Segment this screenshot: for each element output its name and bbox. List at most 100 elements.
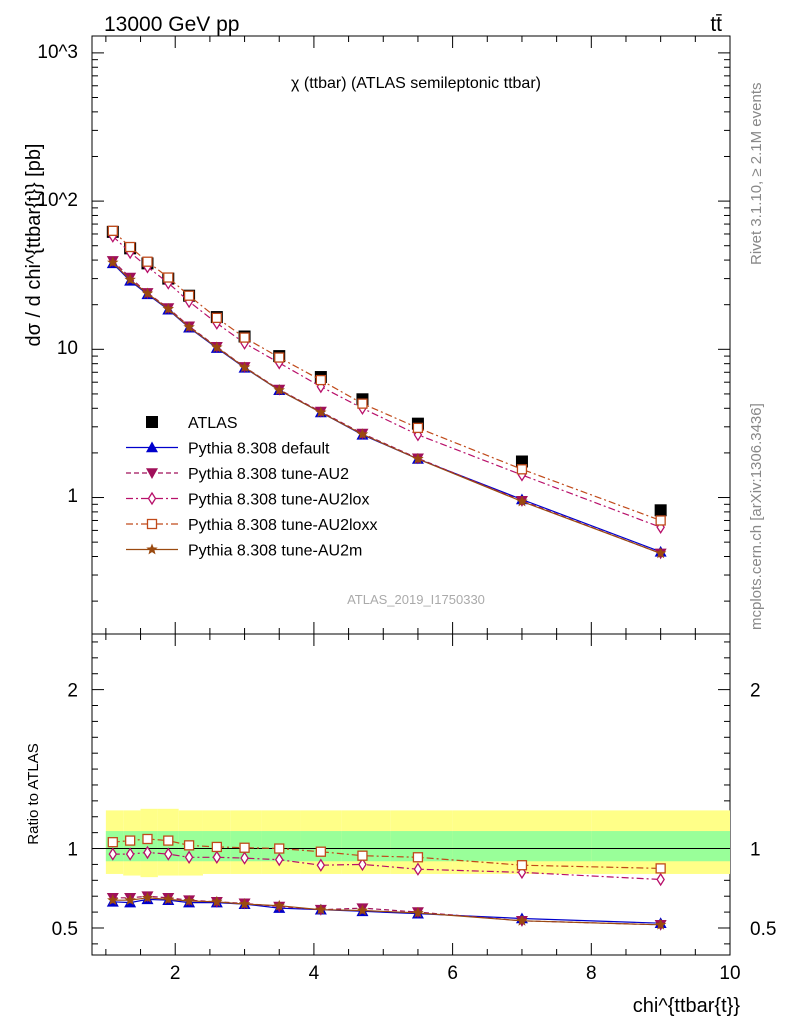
ratio-frame [91, 633, 731, 956]
ratio-point-2-1 [125, 847, 135, 861]
energy-label: 13000 GeV pp [104, 13, 239, 36]
ratio-y-tick-label-right: 0.5 [750, 919, 776, 940]
ratio-y-tick-label: 0.5 [52, 919, 78, 940]
ratio-y-tick-label-right: 1 [750, 840, 761, 861]
ratio-point-3-5 [211, 841, 222, 853]
ratio-point-2-2 [143, 845, 152, 860]
ratio-point-3-4 [183, 840, 195, 851]
x-tick-label: 2 [170, 963, 181, 984]
main-y-axis-label: dσ / d chi^{ttbar{t}} [pb] [23, 144, 45, 347]
main-point-4-4 [183, 290, 195, 301]
ratio-point-4-0 [107, 894, 119, 906]
rivet-label: Rivet 3.1.10, ≥ 2.1M events [748, 83, 765, 266]
ratio-y-tick-label: 1 [67, 840, 78, 861]
main-point-5-0 [107, 256, 119, 268]
main-point-5-6 [238, 361, 251, 373]
x-tick-label: 10 [719, 963, 740, 984]
main-point-4-10 [412, 422, 424, 434]
main-point-4-12 [655, 515, 666, 526]
ratio-point-4-1 [124, 894, 136, 906]
ratio-point-4-9 [356, 904, 369, 916]
main-y-tick-label-10: 10 [57, 338, 78, 359]
ratio-point-2-3 [164, 847, 173, 861]
main-y-tick-label-1: 1 [67, 486, 78, 507]
legend-marker-5 [146, 543, 158, 555]
main-point-5-12 [654, 547, 667, 559]
main-point-5-1 [124, 273, 136, 285]
main-point-4-7 [274, 352, 285, 363]
ratio-point-3-10 [412, 852, 424, 863]
main-point-4-9 [357, 398, 368, 409]
main-point-4-11 [516, 464, 528, 475]
ratio-point-4-10 [412, 906, 424, 918]
ratio-point-3-6 [239, 842, 250, 853]
ratio-point-2-12 [656, 872, 665, 887]
main-point-4-6 [239, 332, 250, 343]
legend-label-1: Pythia 8.308 default [188, 441, 330, 458]
ratio-point-3-0 [107, 837, 118, 848]
legend-marker-2 [146, 468, 158, 479]
main-point-5-3 [162, 303, 174, 314]
ratio-point-2-10 [413, 862, 423, 876]
main-point-4-8 [315, 374, 326, 386]
x-tick-label: 6 [447, 963, 458, 984]
legend: ATLAS Pythia 8.308 default Pythia 8.308 tu… [126, 415, 377, 560]
ratio-panel: Ratio to ATLAS chi^{ttbar{t}} 2 4 6 8 10 0.5 0… [25, 36, 776, 1017]
main-point-5-8 [315, 406, 327, 418]
ratio-point-4-4 [183, 894, 195, 906]
ratio-point-4-2 [141, 891, 154, 903]
main-point-5-5 [211, 341, 223, 353]
uncertainty-band [591, 831, 730, 862]
main-point-5-11 [516, 495, 528, 507]
main-y-tick-label-100: 10^2 [37, 190, 78, 211]
legend-marker-0 [146, 416, 158, 428]
ratio-point-3-8 [315, 846, 326, 857]
legend-marker-4 [146, 518, 158, 530]
main-point-5-7 [273, 384, 285, 396]
legend-marker-3 [147, 491, 157, 506]
ratio-point-4-12 [654, 918, 667, 930]
x-tick-label: 8 [586, 963, 597, 984]
main-point-0-12 [654, 504, 667, 517]
ratio-point-3-3 [163, 835, 174, 846]
legend-label-0: ATLAS [188, 415, 238, 432]
ratio-point-2-6 [240, 851, 249, 865]
main-point-4-0 [107, 225, 118, 236]
ratio-point-2-9 [358, 857, 367, 872]
legend-label-2: Pythia 8.308 tune-AU2 [188, 466, 349, 483]
ratio-point-3-2 [142, 833, 153, 845]
main-point-4-5 [211, 312, 222, 324]
main-title: χ (ttbar) (ATLAS semileptonic ttbar) [291, 75, 541, 92]
ratio-point-2-8 [316, 858, 326, 872]
uncertainty-band [452, 831, 592, 862]
ratio-point-4-11 [516, 914, 528, 926]
legend-label-5: Pythia 8.308 tune-AU2m [188, 543, 362, 560]
ratio-y-axis-label: Ratio to ATLAS [25, 743, 42, 844]
main-series-line-3 [112, 235, 661, 528]
legend-marker-1 [146, 441, 158, 453]
main-point-4-2 [142, 256, 153, 267]
mcplots-label: mcplots.cern.ch [arXiv:1306.3436] [748, 403, 765, 630]
main-point-5-9 [356, 428, 369, 440]
ratio-point-2-7 [274, 852, 284, 867]
ratio-point-3-11 [516, 860, 528, 871]
main-y-tick-label-1000: 10^3 [37, 42, 78, 63]
ratio-point-2-0 [108, 847, 118, 861]
main-watermark: ATLAS_2019_I1750330 [347, 592, 485, 607]
main-panel: χ (ttbar) (ATLAS semileptonic ttbar) ATL… [23, 35, 731, 635]
ratio-y-tick-label-right: 2 [750, 681, 761, 702]
ratio-point-2-5 [212, 850, 222, 864]
main-series-line-2 [112, 260, 661, 554]
ratio-point-4-3 [162, 893, 174, 905]
legend-label-3: Pythia 8.308 tune-AU2lox [188, 492, 369, 509]
main-point-5-10 [412, 452, 424, 464]
main-point-4-3 [163, 272, 174, 283]
ratio-point-4-6 [238, 898, 251, 909]
ratio-point-4-7 [273, 899, 285, 911]
ratio-y-tick-label: 2 [67, 681, 78, 702]
main-point-4-1 [124, 241, 136, 253]
main-point-5-4 [183, 321, 195, 333]
ratio-point-3-1 [124, 835, 136, 846]
ratio-point-3-7 [274, 843, 285, 854]
